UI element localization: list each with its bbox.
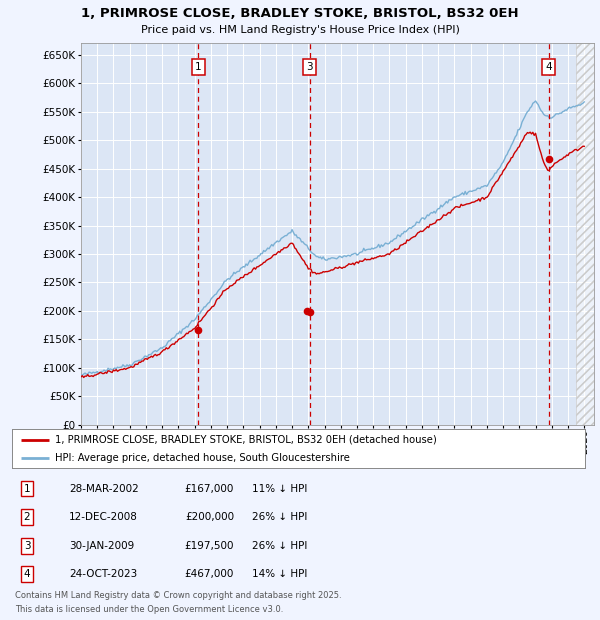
Text: 1, PRIMROSE CLOSE, BRADLEY STOKE, BRISTOL, BS32 0EH (detached house): 1, PRIMROSE CLOSE, BRADLEY STOKE, BRISTO…: [55, 435, 437, 445]
Text: 26% ↓ HPI: 26% ↓ HPI: [252, 541, 307, 551]
Text: 1, PRIMROSE CLOSE, BRADLEY STOKE, BRISTOL, BS32 0EH: 1, PRIMROSE CLOSE, BRADLEY STOKE, BRISTO…: [81, 7, 519, 20]
Text: 24-OCT-2023: 24-OCT-2023: [69, 569, 137, 579]
Text: 4: 4: [23, 569, 31, 579]
Text: 12-DEC-2008: 12-DEC-2008: [69, 512, 138, 522]
Text: 3: 3: [306, 62, 313, 73]
Text: £467,000: £467,000: [185, 569, 234, 579]
Text: 2: 2: [23, 512, 31, 522]
Text: £200,000: £200,000: [185, 512, 234, 522]
Text: 26% ↓ HPI: 26% ↓ HPI: [252, 512, 307, 522]
Text: 30-JAN-2009: 30-JAN-2009: [69, 541, 134, 551]
Text: 3: 3: [23, 541, 31, 551]
Bar: [576, 43, 600, 425]
Text: 28-MAR-2002: 28-MAR-2002: [69, 484, 139, 494]
Text: 4: 4: [545, 62, 552, 73]
Text: Contains HM Land Registry data © Crown copyright and database right 2025.: Contains HM Land Registry data © Crown c…: [15, 591, 341, 601]
Text: 1: 1: [195, 62, 202, 73]
Bar: [576, 43, 600, 425]
Text: This data is licensed under the Open Government Licence v3.0.: This data is licensed under the Open Gov…: [15, 605, 283, 614]
Text: 11% ↓ HPI: 11% ↓ HPI: [252, 484, 307, 494]
Text: HPI: Average price, detached house, South Gloucestershire: HPI: Average price, detached house, Sout…: [55, 453, 350, 463]
Text: £197,500: £197,500: [185, 541, 234, 551]
Text: £167,000: £167,000: [185, 484, 234, 494]
Text: 1: 1: [23, 484, 31, 494]
Text: Price paid vs. HM Land Registry's House Price Index (HPI): Price paid vs. HM Land Registry's House …: [140, 25, 460, 35]
Text: 14% ↓ HPI: 14% ↓ HPI: [252, 569, 307, 579]
